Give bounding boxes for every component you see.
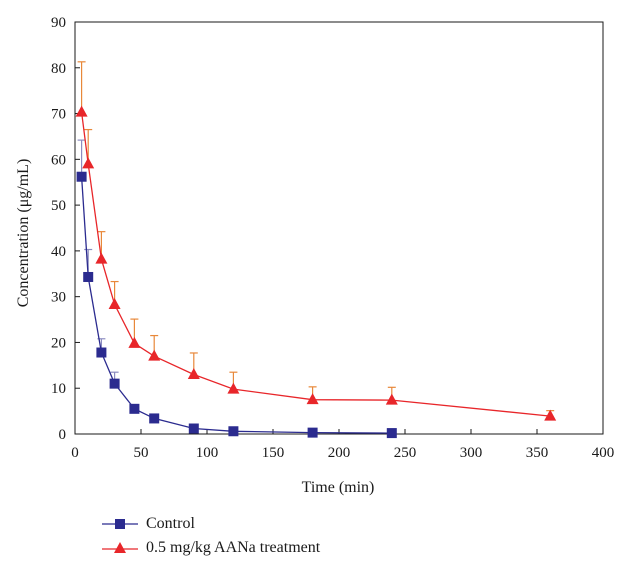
x-tick-label: 350 [526, 445, 549, 461]
data-point-square [109, 378, 120, 389]
data-point-square [149, 413, 160, 424]
legend-item-control: Control [102, 512, 320, 536]
data-point-triangle [385, 393, 398, 405]
y-tick-label: 50 [51, 198, 66, 214]
legend-swatch-square-icon [102, 519, 138, 529]
data-point-square [96, 347, 107, 358]
x-tick-label: 250 [394, 445, 417, 461]
x-tick-label: 100 [196, 445, 219, 461]
y-tick-label: 70 [51, 107, 66, 123]
x-tick-label: 50 [134, 445, 149, 461]
y-tick-label: 30 [51, 290, 66, 306]
data-point-triangle [306, 393, 319, 405]
data-point-square [129, 403, 140, 414]
y-axis-title: Concentration (μg/mL) [15, 159, 32, 308]
data-point-square [76, 171, 87, 182]
x-tick-label: 150 [262, 445, 285, 461]
plot-frame [74, 21, 604, 435]
x-axis-title: Time (min) [302, 479, 375, 496]
x-tick-label: 0 [71, 445, 79, 461]
y-tick-label: 40 [51, 244, 66, 260]
data-point-square [386, 428, 397, 439]
series-treatment [75, 61, 557, 421]
data-point-triangle [108, 297, 121, 309]
chart-canvas: 0 50 100 150 200 250 300 350 400 0 10 20 30 40 50 60 70 8… [15, 15, 614, 496]
y-tick-label: 90 [51, 15, 66, 31]
data-point-triangle [75, 105, 88, 117]
series-line [80, 176, 392, 434]
data-point-square [307, 427, 318, 438]
series-control [76, 139, 397, 439]
y-tick-label: 80 [51, 61, 66, 77]
x-tick-label: 200 [328, 445, 351, 461]
legend: Control 0.5 mg/kg AANa treatment [102, 512, 320, 560]
legend-label-treatment: 0.5 mg/kg AANa treatment [146, 539, 321, 556]
data-point-triangle [148, 349, 161, 361]
legend-swatch-triangle-icon [102, 542, 138, 553]
data-point-triangle [82, 157, 95, 169]
data-point-square [228, 426, 239, 437]
data-point-square [83, 271, 94, 282]
data-point-triangle [128, 336, 141, 348]
data-point-triangle [95, 252, 108, 264]
data-point-triangle [544, 409, 557, 421]
y-tick-label: 20 [51, 335, 66, 351]
legend-item-treatment: 0.5 mg/kg AANa treatment [102, 536, 320, 560]
data-point-triangle [227, 382, 240, 394]
x-tick-label: 300 [460, 445, 483, 461]
y-tick-label: 0 [59, 427, 67, 443]
series-line [80, 112, 551, 417]
data-point-square [188, 423, 199, 434]
y-tick-label: 10 [51, 381, 66, 397]
y-tick-label: 60 [51, 152, 66, 168]
axes: 0 50 100 150 200 250 300 350 400 0 10 20 30 40 50 60 70 8… [51, 15, 614, 461]
plot-area [75, 61, 557, 439]
x-tick-label: 400 [592, 445, 615, 461]
legend-label-control: Control [146, 515, 195, 532]
data-point-triangle [187, 367, 200, 379]
